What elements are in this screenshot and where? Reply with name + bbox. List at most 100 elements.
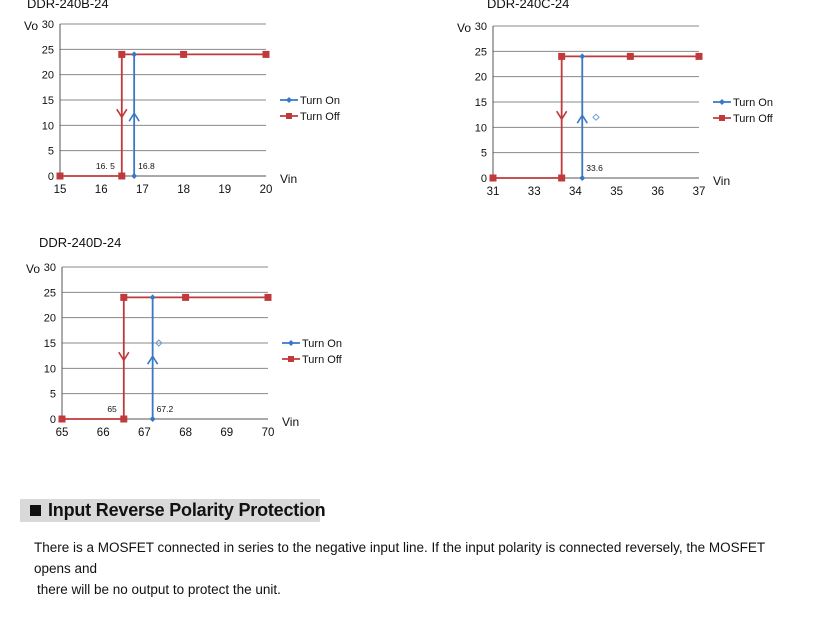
- arrow-down-icon: [116, 108, 128, 119]
- data-point-turn-off: [120, 415, 128, 423]
- legend-marker: [288, 340, 294, 346]
- y-tick-label: 5: [48, 146, 54, 158]
- x-tick-label: 16: [95, 184, 108, 196]
- legend-label: Turn Off: [733, 113, 774, 125]
- x-tick-label: 36: [651, 186, 664, 198]
- arrow-down-icon: [555, 110, 568, 121]
- section-body-line: there will be no output to protect the u…: [37, 582, 281, 597]
- data-label: 33.6: [586, 163, 603, 173]
- section-body-line: There is a MOSFET connected in series to…: [34, 540, 765, 576]
- y-tick-label: 15: [44, 338, 56, 350]
- y-tick-label: 25: [475, 46, 487, 58]
- y-tick-label: 5: [50, 389, 56, 401]
- data-point-turn-off: [118, 50, 126, 58]
- chart-title: DDR-240C-24: [487, 0, 570, 11]
- data-point-turn-off: [264, 293, 272, 301]
- y-tick-label: 0: [481, 173, 487, 185]
- legend-marker: [288, 356, 294, 362]
- stray-marker: [592, 113, 600, 121]
- x-axis-label: Vin: [280, 172, 297, 186]
- y-axis-label: Vo: [457, 21, 471, 35]
- x-tick-label: 35: [610, 186, 623, 198]
- x-tick-label: 66: [97, 427, 110, 439]
- y-tick-label: 15: [42, 95, 54, 107]
- x-tick-label: 69: [220, 427, 233, 439]
- x-tick-label: 15: [54, 184, 67, 196]
- y-tick-label: 30: [42, 19, 54, 31]
- arrow-up-icon: [128, 111, 140, 122]
- y-tick-label: 0: [48, 171, 54, 183]
- legend-label: Turn Off: [302, 354, 343, 366]
- data-point-turn-on: [579, 175, 586, 181]
- arrow-down-icon: [118, 351, 130, 362]
- data-point-turn-off: [118, 172, 126, 180]
- data-point-turn-on: [579, 53, 586, 60]
- data-point-turn-off: [489, 174, 497, 182]
- y-tick-label: 20: [42, 70, 54, 82]
- section-body: There is a MOSFET connected in series to…: [34, 537, 804, 600]
- x-tick-label: 70: [262, 427, 275, 439]
- data-point-turn-off: [558, 52, 566, 60]
- section-header: Input Reverse Polarity Protection: [20, 499, 326, 522]
- x-axis-label: Vin: [282, 415, 299, 429]
- y-tick-label: 15: [475, 97, 487, 109]
- series-line-turn-off: [62, 296, 268, 420]
- chart-plot-svg: 0 5 10 15 20 25 30 15 16 17 18 19 20 Vo Vin 16. 5 16.8 Tu…: [24, 19, 341, 196]
- y-axis-label: Vo: [24, 19, 38, 33]
- data-point-turn-off: [695, 52, 703, 60]
- data-label: 65: [107, 404, 117, 414]
- x-tick-label: 37: [693, 186, 706, 198]
- data-point-turn-off: [120, 293, 128, 301]
- legend-marker: [719, 115, 725, 121]
- series-line-turn-off: [493, 55, 699, 179]
- data-point-turn-off: [262, 50, 270, 58]
- x-axis-label: Vin: [713, 174, 730, 188]
- legend-marker: [719, 99, 725, 105]
- x-tick-label: 34: [569, 186, 582, 198]
- y-tick-label: 10: [42, 120, 54, 132]
- section-bullet-icon: [30, 505, 41, 516]
- chart-ddr-240d-24: DDR-240D-24 0 5 10 15 20 25 30 65 66 67 68 69 70 Vo Vi…: [0, 234, 360, 444]
- arrow-up-icon: [576, 113, 588, 124]
- chart-plot-svg: 0 5 10 15 20 25 30 31 33 34 35 36 37 Vo Vin 33.6 Turn On…: [457, 21, 774, 198]
- legend-label: Turn On: [302, 338, 342, 350]
- data-label: 67.2: [157, 404, 174, 414]
- x-tick-label: 17: [136, 184, 149, 196]
- legend-label: Turn On: [733, 97, 773, 109]
- legend-label: Turn On: [300, 95, 340, 107]
- y-tick-label: 30: [475, 21, 487, 33]
- data-point-turn-off: [58, 415, 66, 423]
- x-tick-label: 18: [177, 184, 190, 196]
- data-point-turn-on: [149, 294, 156, 301]
- section-title: Input Reverse Polarity Protection: [48, 500, 326, 520]
- y-tick-label: 0: [50, 414, 56, 426]
- y-tick-label: 5: [481, 148, 487, 160]
- y-tick-label: 10: [475, 122, 487, 134]
- stray-marker: [155, 339, 163, 347]
- data-point-turn-on: [131, 51, 138, 58]
- y-tick-label: 20: [44, 313, 56, 325]
- chart-ddr-240b-24: DDR-240B-24 0 5 10 15 20 25 30 15 16 17 18 19 20 Vo Vi…: [0, 0, 360, 200]
- x-tick-label: 31: [487, 186, 500, 198]
- chart-ddr-240c-24: DDR-240C-24 0 5 10 15 20 25 30 31 33 34 35 36 37 Vo Vi…: [430, 0, 790, 200]
- y-axis-label: Vo: [26, 262, 40, 276]
- legend-marker: [286, 97, 292, 103]
- x-tick-label: 67: [138, 427, 151, 439]
- chart-title: DDR-240B-24: [27, 0, 109, 11]
- legend-marker: [286, 113, 292, 119]
- y-tick-label: 30: [44, 262, 56, 274]
- arrow-up-icon: [146, 354, 159, 365]
- data-point-turn-off: [182, 293, 190, 301]
- data-point-turn-on: [131, 173, 138, 179]
- data-label: 16. 5: [96, 161, 115, 171]
- y-tick-label: 25: [42, 44, 54, 56]
- data-point-turn-on: [149, 416, 156, 422]
- data-point-turn-off: [180, 50, 188, 58]
- data-label: 16.8: [138, 161, 155, 171]
- data-point-turn-off: [626, 52, 634, 60]
- y-tick-label: 10: [44, 363, 56, 375]
- y-tick-label: 20: [475, 72, 487, 84]
- data-point-turn-off: [56, 172, 64, 180]
- chart-plot-svg: 0 5 10 15 20 25 30 65 66 67 68 69 70 Vo Vin 65 67.2 Turn …: [26, 262, 343, 439]
- data-point-turn-off: [558, 174, 566, 182]
